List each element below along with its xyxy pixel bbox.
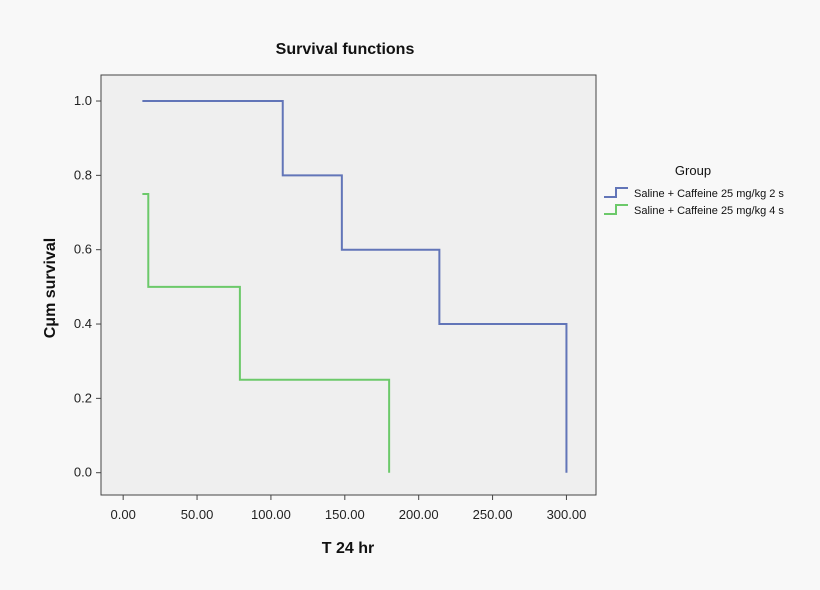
y-axis-title: Cμm survival xyxy=(42,238,59,339)
y-tick-label: 0.4 xyxy=(74,316,92,331)
x-tick-label: 250.00 xyxy=(473,507,513,522)
series-line-1 xyxy=(142,100,568,473)
legend-swatch-2 xyxy=(604,204,628,215)
legend-label-2: Saline + Caffeine 25 mg/kg 4 s xyxy=(634,205,784,217)
y-tick-label: 1.0 xyxy=(74,93,92,108)
x-axis-title: T 24 hr xyxy=(322,540,374,557)
plot-area xyxy=(100,74,597,496)
y-tick-label: 0.0 xyxy=(74,465,92,480)
x-tick-label: 100.00 xyxy=(251,507,291,522)
chart-title: Survival functions xyxy=(276,41,415,58)
series-line-2 xyxy=(142,192,391,473)
legend-label-1: Saline + Caffeine 25 mg/kg 2 s xyxy=(634,188,784,200)
x-tick-label: 0.00 xyxy=(111,507,136,522)
legend: Group Saline + Caffeine 25 mg/kg 2 s Sali… xyxy=(604,163,784,217)
y-tick-label: 0.6 xyxy=(74,242,92,257)
x-tick-label: 300.00 xyxy=(547,507,587,522)
legend-swatch-1 xyxy=(604,187,628,198)
y-tick-label: 0.2 xyxy=(74,390,92,405)
x-tick-label: 200.00 xyxy=(399,507,439,522)
y-axis: 0.0 0.2 0.4 0.6 0.8 1.0 xyxy=(74,93,101,480)
series-layer xyxy=(142,100,568,473)
x-tick-label: 150.00 xyxy=(325,507,365,522)
y-tick-label: 0.8 xyxy=(74,167,92,182)
x-tick-label: 50.00 xyxy=(181,507,214,522)
x-axis: 0.00 50.00 100.00 150.00 200.00 250.00 300.00 xyxy=(111,495,587,522)
legend-title: Group xyxy=(675,163,711,178)
